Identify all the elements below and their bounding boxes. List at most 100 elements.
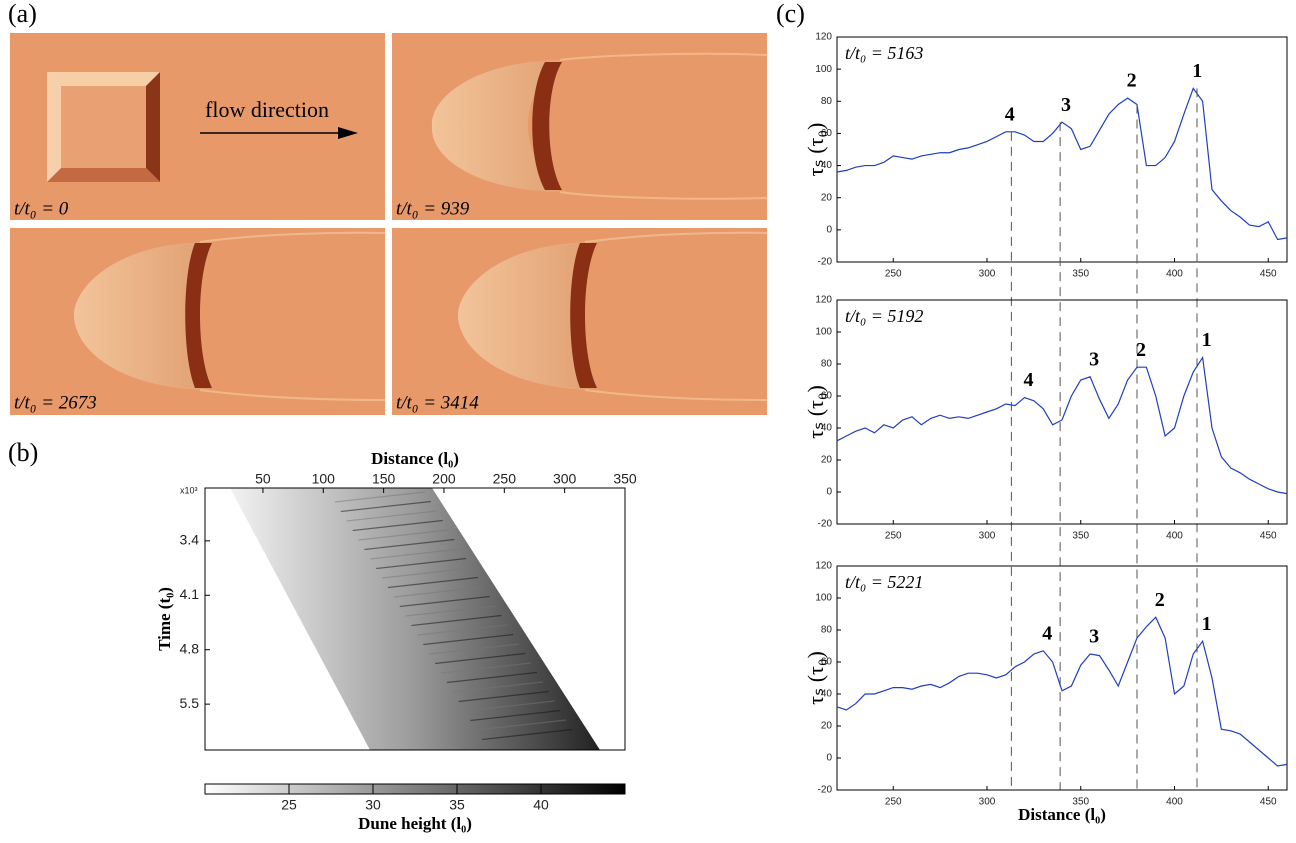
- y-tick-label: 4.8: [180, 640, 200, 656]
- heatmap-streak: [358, 529, 449, 541]
- heatmap-streak: [446, 671, 537, 684]
- heatmap-streak: [452, 681, 543, 693]
- x-tick-label: 300: [979, 531, 996, 542]
- x-tick-label: 350: [613, 471, 637, 487]
- x-tick-label: 100: [312, 471, 336, 487]
- y-tick-label: 40: [821, 423, 833, 434]
- y-tick-label: 120: [815, 32, 832, 43]
- colorbar: [204, 783, 626, 795]
- panel-label: (a): [8, 0, 37, 28]
- y-tick-label: 4.1: [180, 586, 200, 602]
- y-tick-label: 0: [826, 753, 832, 764]
- frame-label: t/t₀ = 0: [14, 198, 69, 219]
- heatmap-streak: [429, 643, 520, 655]
- y-axis-label: τₛ (τ₀): [803, 123, 828, 177]
- heatmap-streak: [399, 595, 490, 608]
- x-tick-label: 450: [1260, 797, 1277, 808]
- annotation: t/t₀ = 5163: [845, 43, 923, 63]
- peak-label: 1: [1202, 613, 1212, 635]
- heatmap-streak: [423, 633, 514, 646]
- line-series: [836, 616, 1288, 767]
- y-tick-label: 60: [821, 128, 833, 139]
- x-tick-label: 250: [493, 471, 517, 487]
- heatmap-streak: [334, 491, 426, 503]
- heatmap-streak: [346, 510, 437, 522]
- peak-label: 3: [1089, 626, 1099, 648]
- heatmap-streak: [458, 690, 549, 703]
- y-tick-label: -20: [818, 257, 833, 268]
- peak-label: 4: [1042, 622, 1052, 644]
- heatmap-streak: [382, 567, 473, 579]
- x-tick-label: 300: [979, 797, 996, 808]
- arrow-label: flow direction: [205, 97, 329, 122]
- colorbar-tick-label: 35: [449, 797, 465, 813]
- peak-label: 1: [1192, 60, 1202, 82]
- simulation-frames: [10, 33, 768, 415]
- x-tick-label: 350: [1072, 531, 1089, 542]
- y-axis-label: Time (t₀): [155, 587, 174, 651]
- plot-frame: [836, 36, 1288, 263]
- y-tick-label: 100: [815, 327, 832, 338]
- y-tick-label: 60: [821, 391, 833, 402]
- heatmap-streak: [476, 719, 567, 731]
- y-tick-label: -20: [818, 519, 833, 530]
- x-tick-label: 350: [1072, 797, 1089, 808]
- y-axis-label: τₛ (τ₀): [803, 651, 828, 705]
- peak-label: 2: [1155, 589, 1165, 611]
- heatmap-streak: [440, 662, 532, 674]
- x-tick-label: 300: [553, 471, 577, 487]
- colorbar-tick-label: 30: [365, 797, 381, 813]
- heatmap-streak: [464, 700, 555, 712]
- x-tick-label: 250: [885, 531, 902, 542]
- x-tick-label: 50: [255, 471, 271, 487]
- x-tick-label: 400: [1166, 269, 1183, 280]
- annotation: t/t₀ = 5192: [845, 306, 923, 326]
- x-tick-label: 450: [1260, 269, 1277, 280]
- y-tick-label: 120: [815, 295, 832, 306]
- y-tick-label: 80: [821, 359, 833, 370]
- y-tick-label: 100: [815, 593, 832, 604]
- x-axis-label: Distance (l₀): [1018, 805, 1106, 824]
- y-tick-label: 80: [821, 96, 833, 107]
- heatmap-streak: [340, 500, 431, 513]
- y-tick-label: 20: [821, 455, 833, 466]
- y-tick-label: 3.4: [180, 532, 200, 548]
- y-tick-label: 20: [821, 192, 833, 203]
- panel-label: (c): [776, 0, 805, 28]
- x-tick-label: 250: [885, 269, 902, 280]
- x-tick-label: 150: [372, 471, 396, 487]
- heatmap-streak: [387, 576, 479, 589]
- plot-frame: [204, 487, 626, 751]
- frame-label: t/t₀ = 2673: [14, 392, 97, 413]
- heatmap-streak: [364, 538, 455, 551]
- peak-label: 2: [1136, 339, 1146, 361]
- peak-label: 3: [1089, 348, 1099, 370]
- y-tick-label: 5.5: [180, 695, 200, 711]
- line-series: [836, 87, 1288, 241]
- x-axis-label: Distance (l₀): [371, 449, 459, 468]
- x-tick-label: 200: [432, 471, 456, 487]
- frame-label: t/t₀ = 3414: [396, 392, 479, 413]
- x-tick-label: 350: [1072, 269, 1089, 280]
- peak-label: 4: [1005, 103, 1015, 125]
- x-tick-label: 250: [885, 797, 902, 808]
- y-tick-label: 80: [821, 625, 833, 636]
- colorbar-tick-label: 40: [533, 797, 549, 813]
- x-tick-label: 400: [1166, 531, 1183, 542]
- y-tick-label: 120: [815, 561, 832, 572]
- heatmap-streak: [352, 519, 443, 532]
- colorbar-tick-label: 25: [281, 797, 297, 813]
- y-tick-label: 40: [821, 689, 833, 700]
- heatmap-streak: [470, 709, 561, 722]
- heatmap-streak: [417, 624, 508, 636]
- heatmap-streak: [393, 586, 484, 598]
- heatmap-streak: [376, 557, 467, 570]
- x-tick-label: 300: [979, 269, 996, 280]
- y-tick-label: 40: [821, 160, 833, 171]
- frame-label: t/t₀ = 939: [396, 198, 470, 219]
- y-axis-label: τₛ (τ₀): [803, 385, 828, 439]
- line-series: [836, 355, 1288, 495]
- x-tick-label: 450: [1260, 531, 1277, 542]
- peak-label: 4: [1024, 369, 1034, 391]
